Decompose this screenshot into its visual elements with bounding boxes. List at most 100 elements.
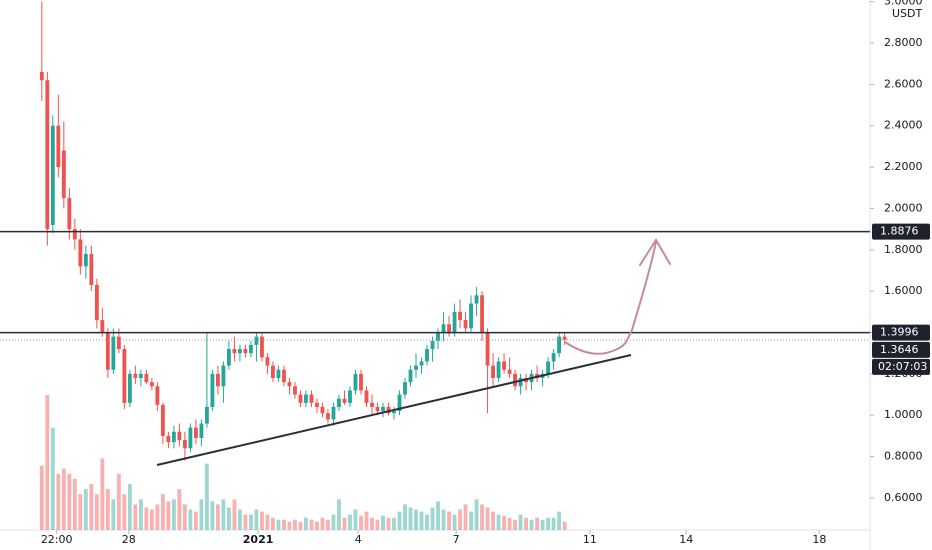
axis-layer: 0.60000.80001.00001.20001.40001.60001.80… (41, 0, 930, 546)
candle-body (116, 336, 121, 350)
volume-bar (419, 511, 424, 530)
candle-body (133, 373, 138, 379)
candle-body (513, 373, 517, 387)
volume-bar (171, 499, 176, 530)
candle-body (39, 71, 44, 81)
volume-bar (188, 509, 193, 530)
volume-bar (243, 514, 248, 530)
y-tick-label: 2.0000 (884, 201, 923, 214)
volume-bar (507, 517, 512, 530)
volume-bar (375, 519, 380, 530)
currency-label: USDT (892, 7, 923, 20)
price-label: 1.3996 (880, 326, 919, 339)
candle-body (226, 349, 231, 366)
candle-body (386, 406, 391, 414)
candle-body (293, 386, 297, 395)
volume-bar (337, 499, 341, 530)
candle-body (320, 406, 325, 414)
volume-bar (94, 494, 99, 530)
y-tick-label: 2.8000 (884, 36, 923, 49)
candle-body (282, 369, 286, 383)
candle-body (562, 336, 567, 340)
volume-bar (540, 519, 545, 530)
volume-bar (50, 427, 55, 530)
candle-body (441, 324, 446, 333)
volume-bar (138, 499, 143, 530)
candle-body (315, 402, 319, 407)
volume-bar (458, 509, 462, 530)
volume-bar (155, 504, 160, 530)
y-tick-label: 2.2000 (884, 160, 923, 173)
volume-bar (249, 514, 253, 530)
volume-bar (298, 521, 303, 530)
candle-body (100, 320, 105, 333)
candle-body (414, 365, 418, 370)
volume-bar (260, 511, 264, 530)
candle-body (254, 336, 259, 345)
volume-bar (370, 517, 374, 530)
y-tick-label: 1.8000 (884, 243, 923, 256)
candle-body (149, 382, 154, 387)
candle-body (353, 373, 358, 391)
volume-bar (309, 519, 314, 530)
candle-body (193, 427, 198, 438)
volume-bar (100, 458, 105, 530)
projection-arrow (564, 238, 671, 355)
volume-bar (210, 501, 215, 530)
candle-body (436, 332, 440, 341)
volume-bar (518, 514, 523, 530)
y-tick-label: 2.4000 (884, 119, 923, 132)
candle-body (260, 336, 264, 358)
candle-body (138, 373, 143, 379)
volume-bar (546, 517, 551, 530)
volume-bar (276, 519, 281, 530)
candle-body (177, 431, 182, 441)
volume-bar (182, 504, 187, 530)
volume-bar (78, 494, 83, 530)
volume-bar (386, 517, 391, 530)
candle-body (375, 406, 380, 412)
volume-bar (83, 489, 88, 530)
volume-bar (441, 509, 446, 530)
candle-body (392, 411, 396, 414)
candle-body (72, 229, 77, 240)
candle-body (155, 386, 160, 405)
candle-body (232, 349, 237, 354)
volume-bar (392, 517, 396, 530)
candle-body (551, 353, 556, 362)
candle-body (50, 125, 55, 225)
volume-bar (111, 499, 116, 530)
candle-body (160, 404, 165, 436)
candle-body (221, 365, 226, 387)
x-tick-label: 4 (355, 533, 362, 546)
volume-bar (221, 499, 226, 530)
y-tick-label: 2.6000 (884, 77, 923, 90)
x-tick-label: 18 (812, 533, 826, 546)
volume-bar (397, 511, 402, 530)
volume-bar (287, 521, 292, 530)
y-tick-label: 1.6000 (884, 284, 923, 297)
volume-bar (342, 517, 347, 530)
candle-body (61, 150, 66, 199)
candle-body (105, 332, 110, 370)
price-layer (0, 1, 870, 461)
candle-body (496, 361, 501, 379)
candle-body (210, 373, 215, 407)
candle-body (326, 413, 330, 420)
candle-body (215, 373, 220, 387)
volume-bar (122, 494, 127, 530)
volume-bar (353, 509, 358, 530)
volume-bar (430, 507, 435, 530)
volume-bar (452, 514, 457, 530)
volume-bar (469, 511, 473, 530)
candle-body (491, 365, 495, 379)
volume-bar (425, 514, 429, 530)
volume-bar (232, 499, 237, 530)
last-price-label: 1.3646 (880, 343, 919, 356)
candle-body (298, 394, 303, 403)
candle-body (337, 398, 341, 407)
volume-bar (199, 499, 204, 530)
volume-bar (381, 515, 385, 530)
y-tick-label: 3.0000 (884, 0, 923, 8)
